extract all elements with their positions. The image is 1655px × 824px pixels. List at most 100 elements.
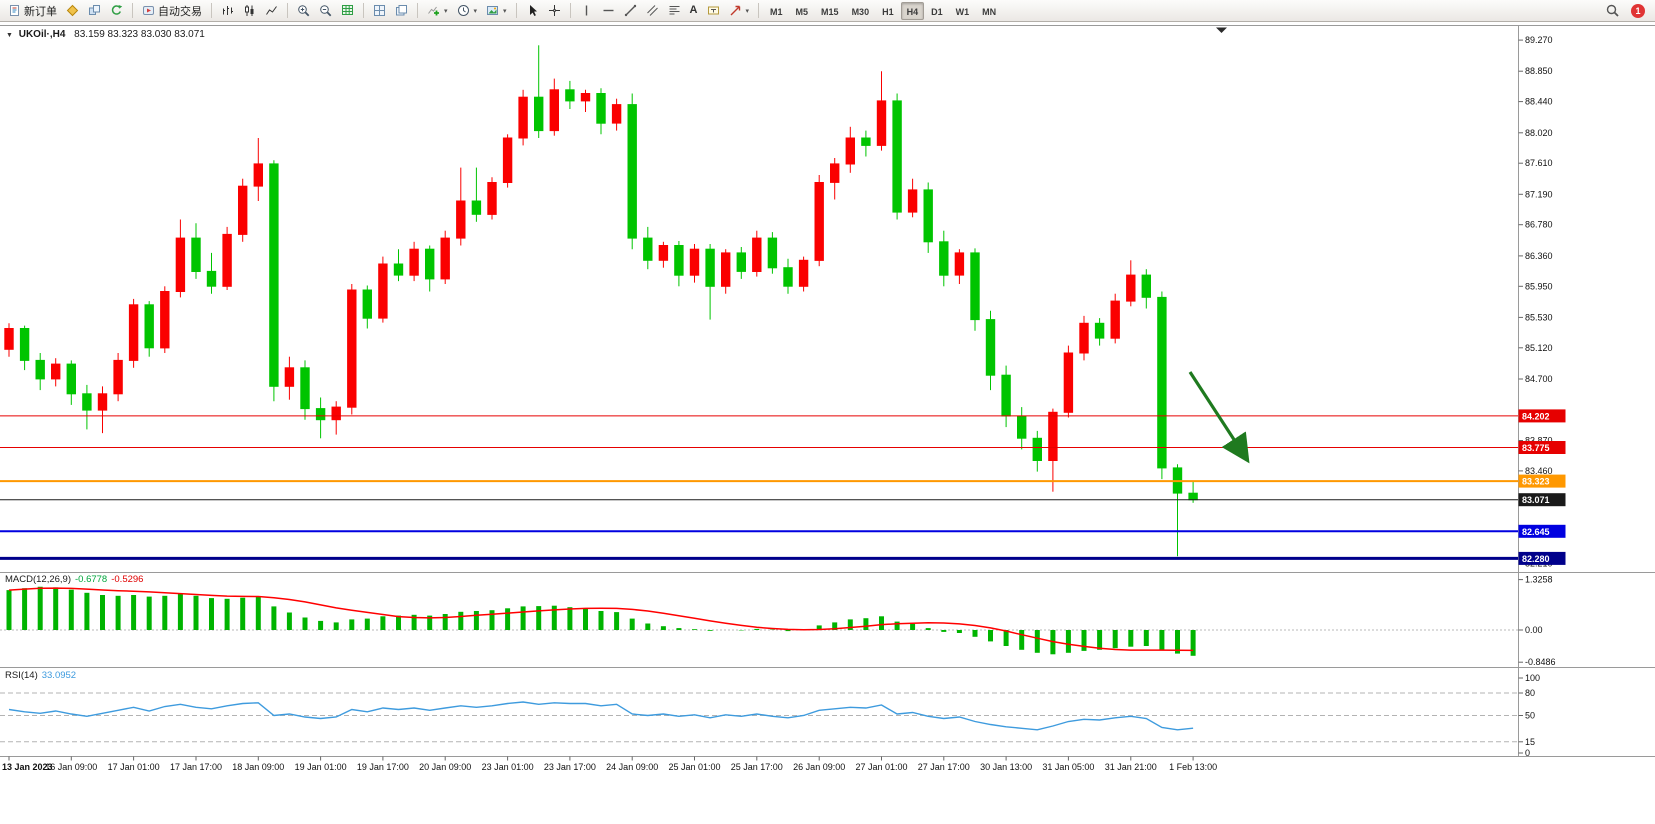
svg-text:88.440: 88.440 [1525, 97, 1553, 107]
toolbar: 新订单 自动交易 ▾ ▾ [0, 0, 1655, 22]
chart-canvas[interactable]: 89.270 88.850 88.440 88.020 87.610 87.190 86.7… [0, 22, 1655, 782]
cascade-windows-icon [396, 5, 407, 16]
toolbar-separator [515, 3, 517, 18]
svg-text:16 Jan 09:00: 16 Jan 09:00 [45, 762, 97, 772]
timeframe-m15-button[interactable]: M15 [815, 2, 845, 20]
svg-text:84.202: 84.202 [1522, 411, 1550, 421]
trendline-icon [624, 4, 636, 17]
text-label-tool-button[interactable] [703, 1, 724, 20]
candlestick-mode-button[interactable] [239, 1, 260, 20]
toolbar-separator [363, 3, 364, 18]
timeframe-d1-button[interactable]: D1 [925, 2, 949, 20]
search-button[interactable] [1602, 1, 1623, 20]
svg-text:83.460: 83.460 [1525, 466, 1553, 476]
svg-text:1 Feb 13:00: 1 Feb 13:00 [1169, 762, 1217, 772]
zoom-out-button[interactable] [315, 1, 336, 20]
svg-text:100: 100 [1525, 673, 1540, 683]
dropdown-caret-icon: ▾ [503, 7, 507, 15]
autotrading-button[interactable]: 自动交易 [138, 1, 206, 20]
notification-badge[interactable]: 1 [1631, 3, 1645, 18]
crosshair-tool-button[interactable] [544, 1, 565, 20]
symbol-ohlc-line: ▼ UKOil·,H4 83.159 83.323 83.030 83.071 [6, 29, 205, 40]
svg-text:88.020: 88.020 [1525, 128, 1553, 138]
cascade-windows-button[interactable] [391, 1, 412, 20]
grid-button[interactable] [337, 1, 358, 20]
template-icon [487, 6, 499, 15]
clock-icon [457, 5, 469, 16]
timeframe-w1-button[interactable]: W1 [950, 2, 976, 20]
svg-text:-0.8486: -0.8486 [1525, 657, 1556, 667]
svg-text:31 Jan 05:00: 31 Jan 05:00 [1042, 762, 1094, 772]
panel-borders [0, 25, 1655, 757]
price-axis[interactable]: 89.270 88.850 88.440 88.020 87.610 87.190 86.7… [1518, 35, 1553, 569]
cursor-tool-button[interactable] [522, 1, 543, 20]
horizontal-line-tool-button[interactable] [598, 1, 619, 20]
rsi-name: RSI(14) [5, 670, 38, 681]
ohlc-values: 83.159 83.323 83.030 83.071 [74, 29, 205, 40]
cursor-icon [529, 5, 537, 16]
svg-text:82.280: 82.280 [1522, 554, 1550, 564]
text-label-icon [707, 6, 719, 15]
timeframe-m30-button[interactable]: M30 [846, 2, 876, 20]
market-watch-button[interactable] [62, 1, 83, 20]
svg-text:84.700: 84.700 [1525, 374, 1553, 384]
zoom-in-button[interactable] [293, 1, 314, 20]
toolbar-separator [417, 3, 418, 18]
trendline-tool-button[interactable] [620, 1, 641, 20]
rsi-value: 33.0952 [41, 670, 77, 681]
horizontal-lines-layer[interactable]: 84.202 83.775 83.323 83.071 82.645 82.280 [0, 409, 1566, 565]
svg-text:86.360: 86.360 [1525, 251, 1553, 261]
macd-indicator-label: MACD(12,26,9) -0.6778 -0.5296 [5, 574, 143, 585]
vertical-line-icon [585, 5, 587, 16]
bar-chart-icon [223, 6, 233, 15]
timeframe-h4-button[interactable]: H4 [900, 1, 925, 20]
fibonacci-tool-button[interactable] [664, 1, 685, 20]
vertical-line-tool-button[interactable] [576, 1, 597, 20]
symbol-label: UKOil·,H4 [18, 29, 66, 40]
arrow-shape-icon [730, 5, 740, 16]
new-order-label: 新订单 [24, 5, 57, 18]
tile-windows-button[interactable] [369, 1, 390, 20]
autotrading-icon [143, 6, 154, 15]
profiles-button[interactable] [84, 1, 105, 20]
svg-text:15: 15 [1525, 737, 1535, 747]
profiles-icon [89, 5, 100, 15]
svg-text:87.190: 87.190 [1525, 189, 1553, 199]
new-order-icon [10, 5, 19, 16]
text-tool-button[interactable]: A [686, 1, 702, 20]
line-chart-icon [266, 6, 277, 15]
svg-text:19 Jan 01:00: 19 Jan 01:00 [295, 762, 347, 772]
svg-text:50: 50 [1525, 711, 1535, 721]
macd-panel: 1.3258 0.00 -0.8486 [0, 575, 1556, 667]
timeframe-m5-button[interactable]: M5 [790, 2, 815, 20]
template-button[interactable]: ▾ [482, 1, 511, 20]
timeframe-mn-button[interactable]: MN [976, 2, 1002, 20]
timeframe-menu-button[interactable]: ▾ [453, 1, 482, 20]
svg-text:86.780: 86.780 [1525, 220, 1553, 230]
horizontal-line-icon [603, 9, 614, 12]
svg-text:0: 0 [1525, 748, 1530, 758]
rsi-panel: 100 80 50 150 [0, 673, 1540, 758]
svg-text:23 Jan 01:00: 23 Jan 01:00 [482, 762, 534, 772]
timeframe-h1-button[interactable]: H1 [876, 2, 900, 20]
new-order-button[interactable]: 新订单 [4, 1, 61, 20]
add-indicator-button[interactable]: ▾ [423, 1, 452, 20]
line-chart-mode-button[interactable] [261, 1, 282, 20]
timeframe-m1-button[interactable]: M1 [764, 2, 789, 20]
svg-text:27 Jan 17:00: 27 Jan 17:00 [918, 762, 970, 772]
scroll-to-end-marker[interactable] [1216, 27, 1227, 34]
bar-chart-mode-button[interactable] [217, 1, 238, 20]
chart-area[interactable]: 89.270 88.850 88.440 88.020 87.610 87.190 86.7… [0, 22, 1655, 824]
svg-text:83.775: 83.775 [1522, 443, 1550, 453]
channel-tool-button[interactable] [642, 1, 663, 20]
fibonacci-icon [669, 6, 680, 15]
symbol-collapse-icon[interactable]: ▼ [6, 32, 13, 39]
svg-text:26 Jan 09:00: 26 Jan 09:00 [793, 762, 845, 772]
trend-arrow-annotation[interactable] [1188, 371, 1250, 464]
refresh-button[interactable] [106, 1, 127, 20]
toolbar-separator [287, 3, 288, 18]
shapes-tool-button[interactable]: ▾ [725, 1, 754, 20]
svg-text:85.950: 85.950 [1525, 281, 1553, 291]
svg-text:31 Jan 21:00: 31 Jan 21:00 [1105, 762, 1157, 772]
